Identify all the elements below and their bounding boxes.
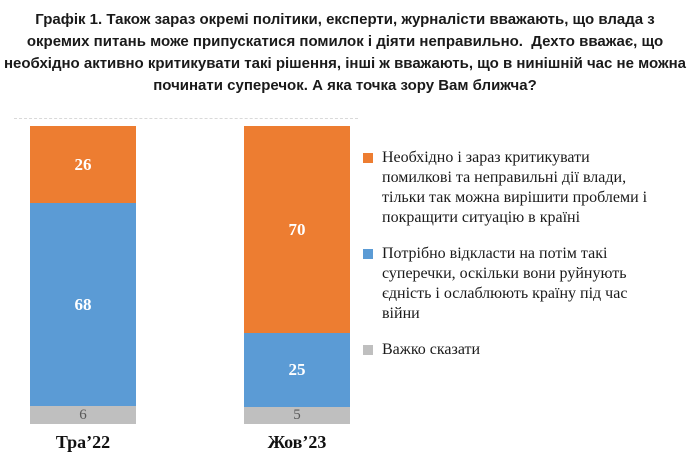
- legend-item-criticize: Необхідно і зараз критикувати помилкові …: [363, 148, 675, 228]
- value-label: 68: [74, 294, 92, 314]
- value-label: 6: [79, 406, 87, 423]
- legend-label: Важко сказати: [382, 341, 481, 358]
- value-label: 26: [74, 154, 92, 174]
- category-label-tra22: Тра’22: [55, 432, 111, 452]
- chart-title-line: окремих питань може припускатися помилок…: [26, 33, 664, 50]
- chart-title-line: починати суперечок. А яка точка зору Вам…: [153, 77, 537, 94]
- category-label-zhov23: Жов’23: [267, 432, 327, 452]
- bar-segment-criticize: 26: [30, 126, 136, 204]
- value-label: 5: [293, 407, 301, 423]
- legend-label: Необхідно і зараз критикувати помилкові …: [382, 149, 648, 226]
- legend-marker-blue-icon: [363, 249, 373, 259]
- top-gridline: [14, 118, 358, 119]
- legend-item-hard-to-say: Важко сказати: [363, 340, 675, 360]
- stacked-bar-zhov23: 70 25 5: [244, 126, 350, 424]
- chart-title-line: необхідно активно критикувати такі рішен…: [3, 55, 687, 72]
- chart-title: Графік 1. Також зараз окремі політики, е…: [0, 9, 690, 97]
- legend-label: Потрібно відкласти на потім такі супереч…: [382, 245, 628, 322]
- bar-segment-criticize: 70: [244, 126, 350, 334]
- legend-marker-orange-icon: [363, 153, 373, 163]
- value-label: 25: [288, 360, 306, 380]
- legend-marker-gray-icon: [363, 345, 373, 355]
- bar-segment-postpone: 68: [30, 203, 136, 407]
- value-label: 70: [288, 219, 306, 239]
- bar-segment-hard-to-say: 6: [30, 406, 136, 424]
- stacked-bar-tra22: 26 68 6: [30, 126, 136, 424]
- chart-title-line: Графік 1. Також зараз окремі політики, е…: [35, 11, 655, 28]
- bar-segment-postpone: 25: [244, 333, 350, 407]
- legend-item-postpone: Потрібно відкласти на потім такі супереч…: [363, 244, 675, 324]
- bar-segment-hard-to-say: 5: [244, 407, 350, 424]
- legend: Необхідно і зараз критикувати помилкові …: [363, 148, 675, 376]
